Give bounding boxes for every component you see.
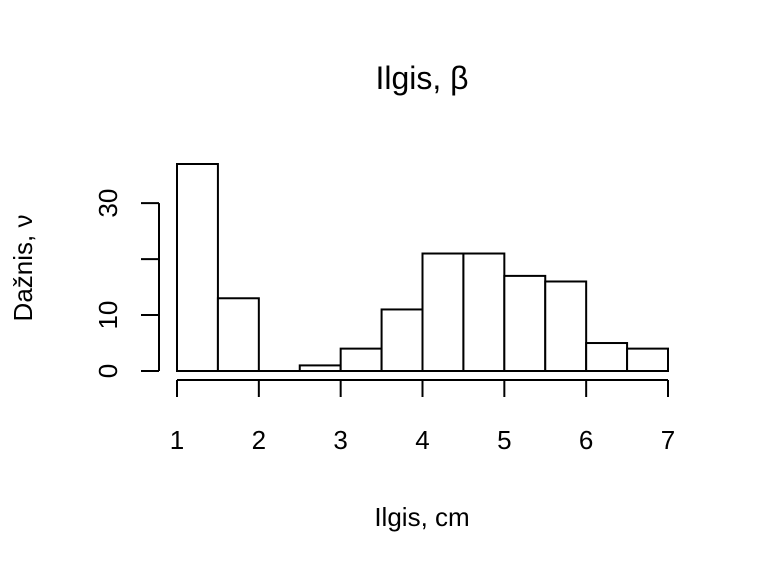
y-axis-title: Dažnis, ν [8,215,38,322]
histogram-bar-9 [503,274,547,373]
x-tick-label-3: 3 [333,425,347,455]
histogram-bar-7 [421,252,465,373]
x-axis-title: Ilgis, cm [374,502,469,532]
histogram-bar-12 [626,347,669,372]
histogram-bar-2 [216,297,260,372]
histogram-bar-5 [339,347,383,372]
chart-title: Ilgis, β [375,60,468,96]
histogram-bar-1 [176,163,219,372]
histogram-bar-8 [462,252,506,373]
histogram-bar-10 [544,280,588,372]
histogram-bars [176,163,669,373]
histogram-bar-4 [298,364,342,372]
histogram-bar-6 [380,308,424,373]
y-tick-label-0: 0 [93,364,123,378]
x-axis: 1 2 3 4 5 6 7 [170,379,675,455]
x-tick-label-6: 6 [579,425,593,455]
y-tick-label-10: 10 [93,301,123,330]
x-tick-label-1: 1 [170,425,184,455]
histogram-bar-11 [585,342,629,373]
x-tick-label-4: 4 [415,425,429,455]
x-tick-label-7: 7 [661,425,675,455]
y-axis: 0 10 30 [93,189,160,378]
x-tick-label-5: 5 [497,425,511,455]
x-tick-label-2: 2 [252,425,266,455]
y-tick-label-30: 30 [93,189,123,218]
